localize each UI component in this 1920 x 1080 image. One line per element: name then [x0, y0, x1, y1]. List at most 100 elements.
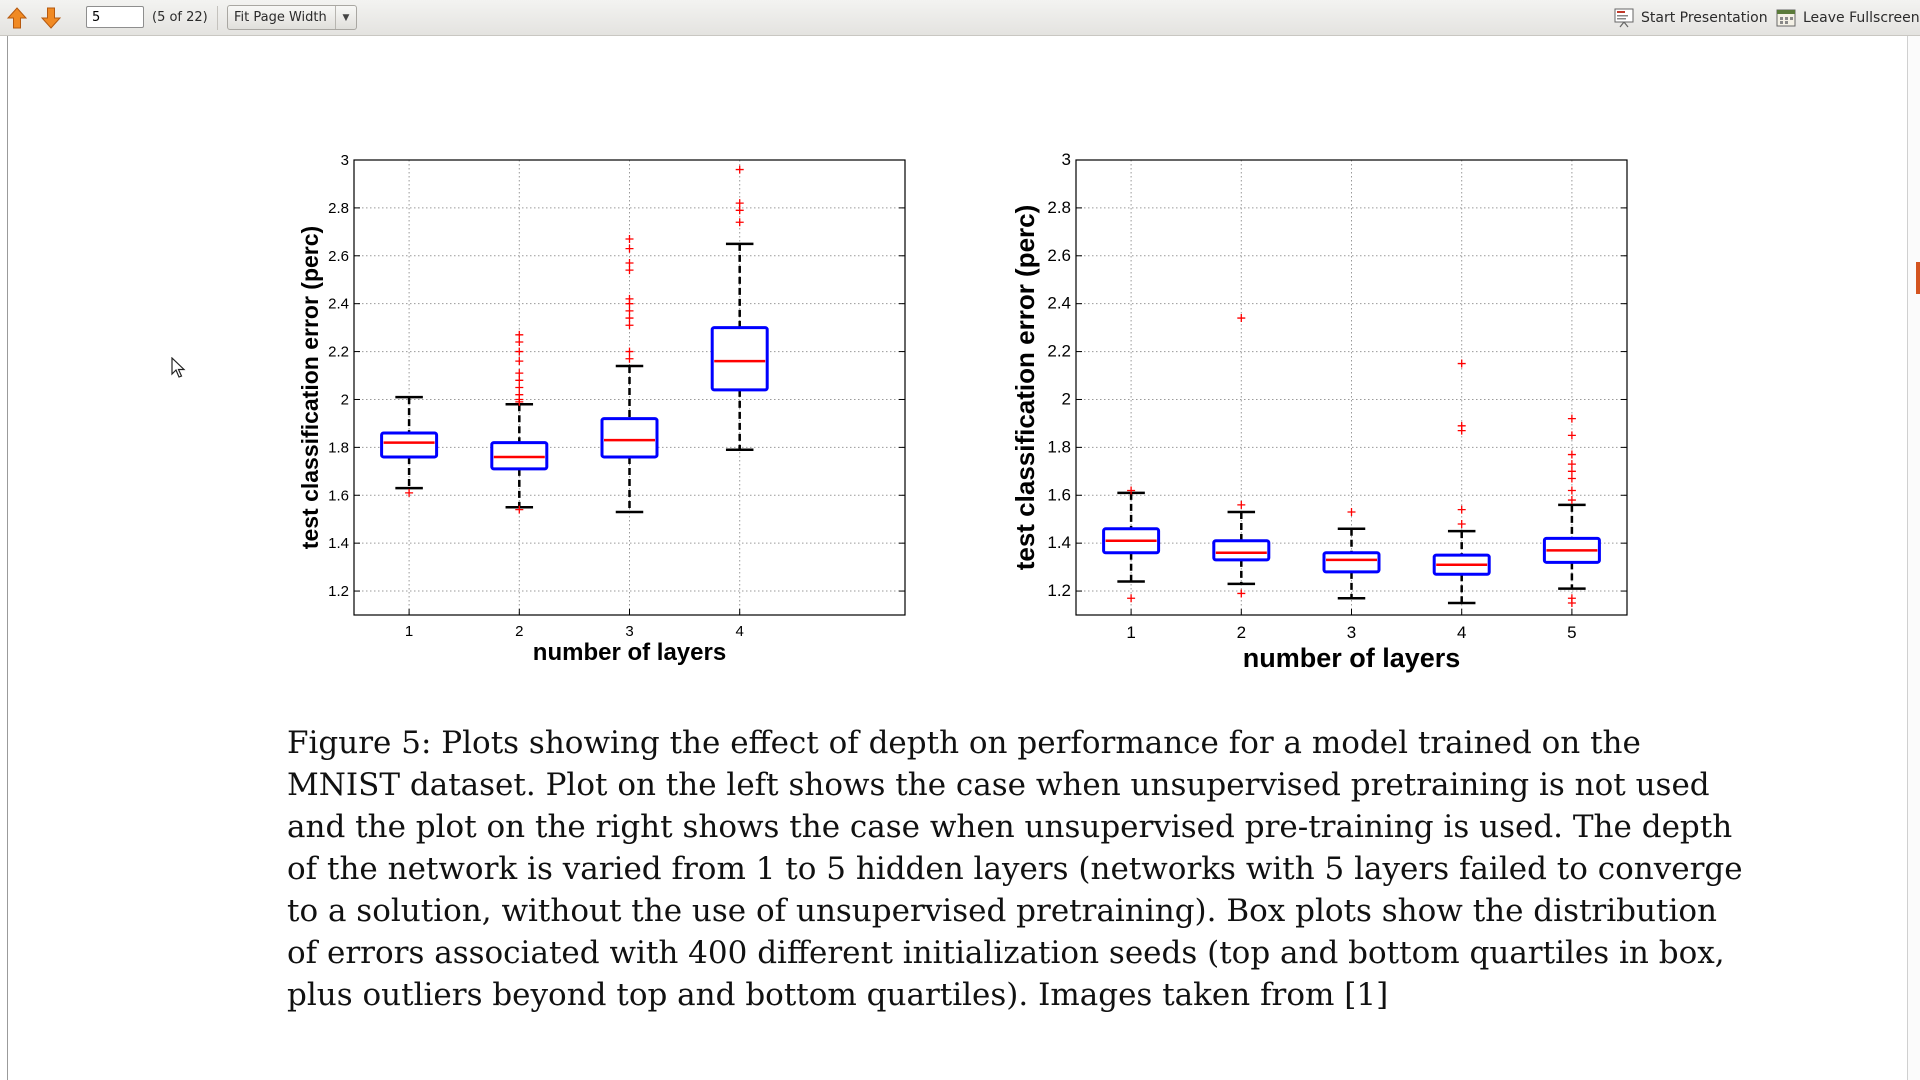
outlier-marker: [625, 354, 634, 363]
y-tick-label: 2: [1062, 389, 1071, 408]
x-tick-label: 5: [1567, 623, 1576, 642]
outlier-marker: [1127, 594, 1136, 603]
x-axis-label: number of layers: [533, 639, 726, 666]
outlier-marker: [735, 199, 744, 208]
outlier-marker: [625, 314, 634, 323]
page-number-input[interactable]: [86, 6, 144, 28]
y-tick-label: 2.8: [1047, 198, 1071, 217]
y-tick-label: 3: [341, 152, 349, 169]
outlier-marker: [1237, 589, 1246, 598]
y-tick-label: 1.4: [1047, 533, 1071, 552]
outlier-marker: [405, 488, 414, 497]
y-tick-label: 1.8: [1047, 437, 1071, 456]
page-left-edge: [7, 36, 8, 1080]
viewer-toolbar: (5 of 22) Fit Page Width ▼ Start Present…: [0, 0, 1920, 36]
outlier-marker: [1567, 414, 1576, 423]
figure-caption: Figure 5: Plots showing the effect of de…: [287, 722, 1743, 1016]
x-tick-label: 4: [1457, 623, 1466, 642]
caption-line: to a solution, without the use of unsupe…: [287, 893, 1717, 929]
outlier-marker: [1567, 460, 1576, 469]
outlier-marker: [1347, 508, 1356, 517]
plot-frame: [1075, 159, 1628, 616]
scrollbar-thumb[interactable]: [1916, 262, 1920, 294]
toolbar-separator: [217, 6, 218, 30]
outlier-marker: [1567, 467, 1576, 476]
outlier-marker: [1127, 486, 1136, 495]
fullscreen-icon: [1776, 9, 1796, 27]
leave-fullscreen-button[interactable]: Leave Fullscreen: [1776, 6, 1920, 30]
iqr-box: [1322, 551, 1381, 574]
outlier-marker: [1237, 314, 1246, 323]
y-tick-label: 1.6: [1047, 485, 1071, 504]
iqr-box: [1212, 539, 1271, 562]
caption-line: and the plot on the right shows the case…: [287, 809, 1733, 845]
zoom-select-value: Fit Page Width: [234, 10, 327, 25]
outlier-marker: [515, 347, 524, 356]
arrow-up-icon: [7, 7, 27, 29]
outlier-marker: [1237, 500, 1246, 509]
outlier-marker: [625, 294, 634, 303]
mouse-pointer-icon: [171, 357, 186, 378]
y-tick-label: 1.8: [328, 439, 349, 456]
leave-fullscreen-label: Leave Fullscreen: [1803, 10, 1920, 26]
iqr-box: [600, 417, 659, 459]
outlier-marker: [625, 258, 634, 267]
arrow-down-icon: [41, 7, 61, 29]
x-tick-label: 2: [515, 623, 523, 640]
x-tick-label: 2: [1237, 623, 1246, 642]
caption-line: plus outliers beyond top and bottom quar…: [287, 977, 1389, 1013]
outlier-marker: [735, 206, 744, 215]
presentation-icon: [1614, 8, 1634, 28]
y-tick-label: 2.4: [1047, 294, 1071, 313]
outlier-marker: [515, 330, 524, 339]
page-count-label: (5 of 22): [152, 10, 208, 25]
y-tick-label: 2.6: [328, 248, 349, 265]
next-page-button[interactable]: [37, 4, 65, 32]
outlier-marker: [515, 505, 524, 514]
outlier-marker: [735, 165, 744, 174]
y-tick-label: 1.6: [328, 487, 349, 504]
outlier-marker: [1567, 496, 1576, 505]
right-boxplot-chart: 1.2 1.4 1.6 1.8 2 2.2 2.4 2.6 2.8 3 1 2 3 4 5 test clas…: [1010, 150, 1628, 673]
caption-line: of errors associated with 400 different …: [287, 935, 1725, 971]
start-presentation-label: Start Presentation: [1641, 10, 1768, 26]
outlier-marker: [625, 321, 634, 330]
outlier-marker: [1457, 359, 1466, 368]
caption-line: Figure 5: Plots showing the effect of de…: [287, 725, 1641, 761]
y-tick-label: 2.2: [1047, 342, 1071, 361]
vertical-scrollbar[interactable]: [1907, 36, 1920, 1080]
start-presentation-button[interactable]: Start Presentation: [1614, 6, 1768, 30]
caption-line: of the network is varied from 1 to 5 hid…: [287, 851, 1743, 887]
outlier-marker: [515, 357, 524, 366]
y-tick-label: 2.4: [328, 296, 349, 313]
outlier-marker: [1567, 486, 1576, 495]
previous-page-button[interactable]: [3, 4, 31, 32]
outlier-marker: [1457, 520, 1466, 528]
outlier-marker: [735, 218, 744, 227]
y-axis-label: test classification error (perc): [297, 226, 323, 549]
iqr-box: [380, 431, 439, 459]
outlier-marker: [515, 369, 524, 378]
outlier-marker: [625, 244, 634, 253]
y-tick-label: 2.8: [328, 200, 349, 217]
outlier-marker: [1567, 450, 1576, 459]
outlier-marker: [515, 383, 524, 392]
y-tick-label: 3: [1062, 150, 1071, 169]
outlier-marker: [625, 347, 634, 356]
y-tick-label: 2: [341, 391, 349, 408]
outlier-marker: [1567, 474, 1576, 483]
outlier-marker: [1457, 421, 1466, 430]
zoom-select[interactable]: Fit Page Width ▼: [227, 5, 357, 30]
x-tick-label: 1: [405, 623, 413, 640]
chevron-down-icon: ▼: [335, 6, 356, 29]
outlier-marker: [515, 390, 524, 399]
left-boxplot-chart: 1.2 1.4 1.6 1.8 2 2.2 2.4 2.6 2.8 3 1 2 3 4 test class…: [297, 152, 906, 666]
y-tick-label: 1.4: [328, 535, 349, 552]
iqr-box: [710, 326, 769, 392]
outlier-marker: [515, 376, 524, 385]
x-tick-label: 3: [625, 623, 633, 640]
outlier-marker: [515, 338, 524, 346]
outlier-marker: [1567, 431, 1576, 440]
y-tick-label: 1.2: [328, 583, 349, 600]
outlier-marker: [625, 235, 634, 244]
